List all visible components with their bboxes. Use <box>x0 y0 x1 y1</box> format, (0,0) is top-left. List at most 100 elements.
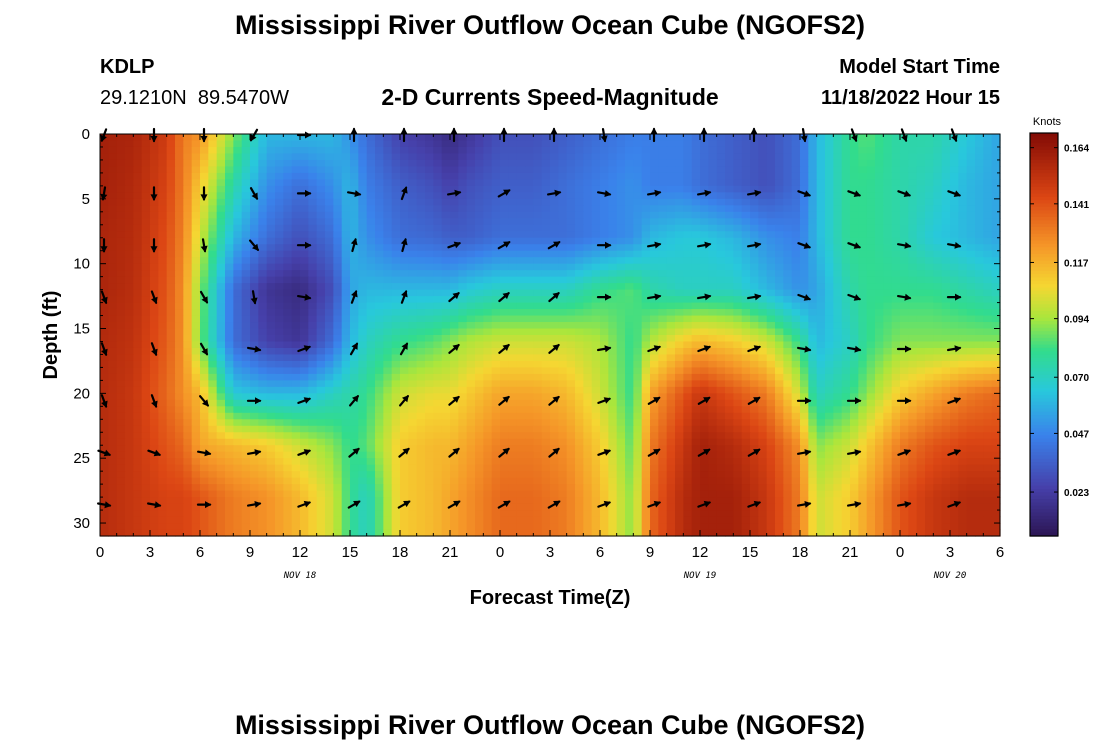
heatmap-cell <box>625 250 634 258</box>
heatmap-cell <box>950 380 959 388</box>
heatmap-cell <box>875 146 884 155</box>
heatmap-cell <box>158 153 168 161</box>
heatmap-cell <box>275 211 284 219</box>
heatmap-cell <box>858 341 868 349</box>
heatmap-cell <box>833 192 843 200</box>
heatmap-cell <box>133 159 143 168</box>
heatmap-cell <box>316 335 326 343</box>
heatmap-cell <box>625 399 634 407</box>
heatmap-cell <box>408 270 418 278</box>
heatmap-cell <box>583 335 593 343</box>
heatmap-cell <box>316 347 326 356</box>
heatmap-cell <box>841 140 851 148</box>
heatmap-cell <box>108 302 118 310</box>
heatmap-cell <box>491 192 501 200</box>
heatmap-cell <box>550 198 559 206</box>
heatmap-cell <box>775 153 784 161</box>
heatmap-cell <box>808 315 818 323</box>
heatmap-cell <box>300 257 309 265</box>
heatmap-cell <box>350 231 359 239</box>
heatmap-cell <box>858 250 868 258</box>
heatmap-cell <box>516 172 526 180</box>
heatmap-cell <box>100 360 109 369</box>
heatmap-cell <box>583 289 593 297</box>
heatmap-cell <box>758 159 768 168</box>
heatmap-cell <box>216 354 226 362</box>
heatmap-cell <box>266 309 276 317</box>
heatmap-cell <box>450 425 459 433</box>
heatmap-cell <box>791 166 801 174</box>
heatmap-cell <box>400 296 409 304</box>
heatmap-cell <box>291 322 301 330</box>
heatmap-cell <box>783 231 793 239</box>
heatmap-cell <box>558 309 568 317</box>
heatmap-cell <box>733 257 743 265</box>
heatmap-cell <box>550 140 559 148</box>
heatmap-cell <box>225 250 234 258</box>
heatmap-cell <box>275 341 284 349</box>
heatmap-cell <box>183 134 193 142</box>
heatmap-cell <box>908 335 918 343</box>
heatmap-cell <box>858 257 868 265</box>
heatmap-cell <box>425 257 434 265</box>
heatmap-cell <box>550 179 559 187</box>
heatmap-cell <box>158 315 168 323</box>
heatmap-cell <box>150 386 159 394</box>
heatmap-cell <box>758 367 768 375</box>
heatmap-cell <box>333 146 343 155</box>
heatmap-cell <box>241 146 251 155</box>
heatmap-cell <box>750 373 759 381</box>
heatmap-cell <box>841 179 851 187</box>
heatmap-cell <box>175 224 184 232</box>
heatmap-cell <box>108 231 118 239</box>
heatmap-cell <box>500 263 509 271</box>
heatmap-cell <box>741 224 751 232</box>
heatmap-cell <box>741 172 751 180</box>
heatmap-cell <box>841 263 851 271</box>
heatmap-cell <box>391 328 401 336</box>
heatmap-cell <box>975 231 984 239</box>
heatmap-cell <box>983 380 993 388</box>
heatmap-cell <box>441 244 451 252</box>
heatmap-cell <box>783 250 793 258</box>
heatmap-cell <box>183 367 193 375</box>
heatmap-cell <box>591 224 601 232</box>
heatmap-cell <box>533 399 543 407</box>
heatmap-cell <box>808 367 818 375</box>
heatmap-cell <box>300 237 309 245</box>
heatmap-cell <box>766 302 776 310</box>
heatmap-cell <box>200 263 209 271</box>
heatmap-cell <box>475 328 484 336</box>
heatmap-cell <box>633 159 643 168</box>
heatmap-cell <box>325 263 334 271</box>
heatmap-cell <box>700 153 709 161</box>
heatmap-cell <box>266 192 276 200</box>
heatmap-cell <box>258 335 268 343</box>
heatmap-cell <box>383 412 393 420</box>
heatmap-cell <box>416 237 426 245</box>
heatmap-cell <box>200 159 209 168</box>
heatmap-cell <box>558 250 568 258</box>
heatmap-cell <box>683 172 693 180</box>
heatmap-cell <box>808 386 818 394</box>
heatmap-cell <box>525 354 534 362</box>
heatmap-cell <box>858 185 868 193</box>
heatmap-cell <box>866 276 876 284</box>
heatmap-cell <box>458 425 468 433</box>
heatmap-cell <box>550 367 559 375</box>
heatmap-cell <box>241 231 251 239</box>
heatmap-cell <box>633 386 643 394</box>
heatmap-cell <box>758 373 768 381</box>
heatmap-cell <box>566 218 576 226</box>
heatmap-cell <box>683 237 693 245</box>
heatmap-cell <box>516 289 526 297</box>
heatmap-cell <box>775 270 784 278</box>
heatmap-cell <box>958 341 968 349</box>
heatmap-cell <box>200 302 209 310</box>
heatmap-cell <box>808 250 818 258</box>
heatmap-cell <box>408 198 418 206</box>
heatmap-cell <box>733 386 743 394</box>
heatmap-cell <box>725 237 734 245</box>
heatmap-cell <box>883 360 893 369</box>
heatmap-cell <box>441 270 451 278</box>
